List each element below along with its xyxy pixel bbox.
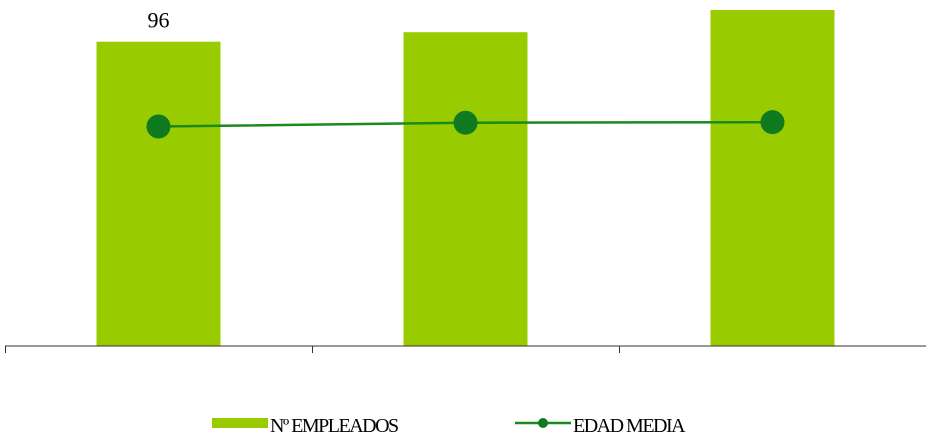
- legend-bar-label: Nº EMPLEADOS: [270, 415, 398, 436]
- line-point-2: [453, 110, 478, 135]
- legend-line-label: EDAD MEDIA: [573, 415, 686, 436]
- bar-series: [96, 10, 835, 346]
- legend: Nº EMPLEADOS EDAD MEDIA: [212, 415, 688, 436]
- bar-data-label-1: 96: [148, 8, 170, 33]
- line-point-3: [760, 110, 785, 135]
- legend-line-marker: [538, 418, 548, 428]
- bar-1: [96, 41, 221, 346]
- line-point-1: [146, 114, 171, 139]
- data-labels: 96: [148, 8, 170, 33]
- legend-bar-swatch: [212, 418, 268, 428]
- line-series: [146, 110, 785, 139]
- bar-2: [403, 32, 528, 346]
- x-axis: [5, 345, 926, 353]
- bar-3: [710, 10, 835, 346]
